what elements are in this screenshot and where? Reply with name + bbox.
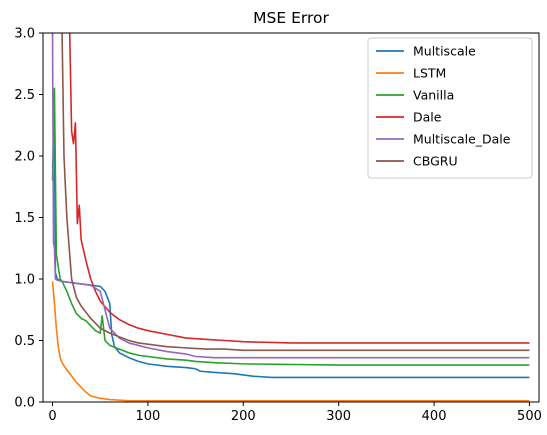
legend-label: Dale bbox=[413, 110, 442, 125]
y-tick-label: 2.5 bbox=[14, 88, 35, 103]
legend-label: Vanilla bbox=[413, 88, 454, 103]
x-tick-label: 100 bbox=[136, 409, 161, 424]
legend-label: Multiscale_Dale bbox=[413, 132, 511, 147]
x-tick-label: 0 bbox=[48, 409, 56, 424]
legend: Multiscale LSTM Vanilla Dale Multiscale_Dale… bbox=[367, 37, 533, 179]
y-tick-label: 1.0 bbox=[14, 273, 35, 288]
series-layer bbox=[51, 33, 530, 402]
y-tick-label: 1.5 bbox=[14, 211, 35, 226]
y-tick-label: 0.0 bbox=[14, 396, 35, 411]
x-tick-label: 200 bbox=[231, 409, 256, 424]
series-line-multiscale-dale bbox=[51, 33, 530, 359]
legend-label: Multiscale bbox=[413, 44, 476, 59]
series-line-lstm bbox=[51, 281, 530, 402]
x-axis: 0 100 200 300 400 500 bbox=[48, 402, 542, 424]
series-line-dale bbox=[68, 33, 530, 344]
y-tick-label: 0.5 bbox=[14, 334, 35, 349]
series-line-cbgru bbox=[61, 33, 530, 352]
legend-box bbox=[367, 37, 533, 179]
chart-title: MSE Error bbox=[253, 9, 329, 27]
y-tick-label: 3.0 bbox=[14, 27, 35, 42]
x-tick-label: 500 bbox=[517, 409, 542, 424]
legend-label: LSTM bbox=[413, 66, 446, 81]
x-tick-label: 300 bbox=[326, 409, 351, 424]
y-tick-label: 2.0 bbox=[14, 150, 35, 165]
legend-label: CBGRU bbox=[413, 154, 458, 169]
x-tick-label: 400 bbox=[422, 409, 447, 424]
y-axis: 0.0 0.5 1.0 1.5 2.0 2.5 3.0 bbox=[14, 27, 43, 411]
